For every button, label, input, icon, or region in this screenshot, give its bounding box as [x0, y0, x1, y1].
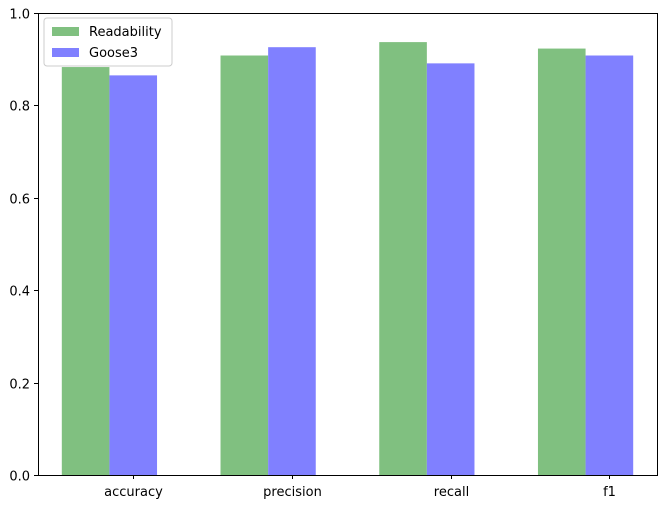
legend-swatch-goose3: [52, 48, 79, 57]
y-tick-label: 1.0: [9, 8, 30, 23]
bar-readability-precision: [220, 55, 269, 476]
bar-readability-recall: [379, 42, 427, 476]
legend-label-readability: Readability: [89, 25, 162, 40]
legend: Readability Goose3: [43, 17, 173, 67]
legend-swatch-readability: [52, 27, 79, 36]
y-tick-label: 0.8: [9, 100, 30, 115]
bar-readability-f1: [537, 48, 586, 475]
bars-layer: [61, 42, 634, 476]
x-axis: accuracy precision recall f1: [104, 475, 616, 500]
bar-goose3-recall: [426, 63, 475, 475]
x-tick-label-f1: f1: [603, 485, 616, 500]
x-tick-label-accuracy: accuracy: [104, 485, 163, 500]
bar-goose3-accuracy: [109, 75, 158, 476]
x-tick-label-recall: recall: [434, 485, 469, 500]
y-axis: 0.0 0.2 0.4 0.6 0.8 1.0: [9, 8, 38, 485]
bar-goose3-f1: [585, 55, 634, 476]
x-tick-label-precision: precision: [263, 485, 322, 500]
bar-readability-accuracy: [61, 67, 110, 475]
plot-frame: [38, 13, 658, 476]
y-tick-label: 0.0: [9, 470, 30, 485]
legend-label-goose3: Goose3: [89, 46, 138, 61]
y-tick-label: 0.6: [9, 193, 30, 208]
y-tick-label: 0.4: [9, 285, 30, 300]
y-tick-label: 0.2: [9, 378, 30, 393]
bar-goose3-precision: [268, 47, 316, 476]
